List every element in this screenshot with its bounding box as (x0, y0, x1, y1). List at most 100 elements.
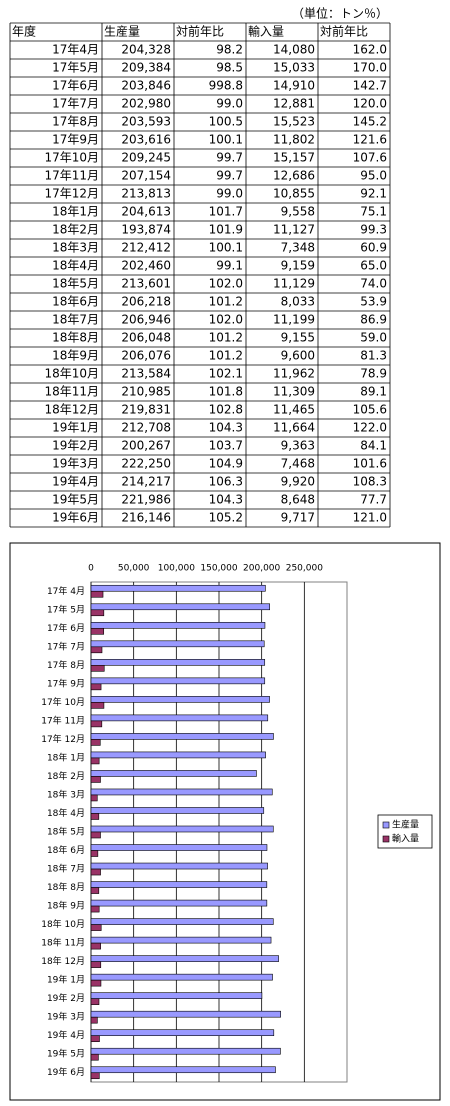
x-tick-label: 0 (88, 564, 94, 574)
bar (90, 899, 268, 907)
bar (90, 1016, 98, 1024)
header-cell: 対前年比 (176, 24, 224, 39)
bar (90, 1053, 99, 1061)
y-tick-label: 18年 1月 (47, 751, 85, 763)
table-cell: 9,159 (281, 259, 315, 273)
table-cell: 101.7 (209, 205, 243, 219)
table-cell: 998.8 (209, 79, 243, 93)
table-cell: 18年2月 (52, 223, 99, 237)
table-cell: 212,708 (121, 421, 171, 435)
table-cell: 18年12月 (44, 403, 99, 417)
table-cell: 19年4月 (52, 475, 99, 489)
header-cell: 生産量 (104, 24, 140, 39)
table-cell: 18年5月 (52, 277, 99, 291)
bar (90, 813, 100, 820)
y-tick-label: 18年 3月 (47, 788, 85, 800)
bar (90, 881, 268, 888)
table-cell: 206,218 (121, 295, 171, 309)
table-cell: 14,910 (273, 79, 315, 93)
table-cell: 9,717 (281, 511, 315, 525)
table-cell: 77.7 (360, 493, 387, 507)
bar (90, 807, 265, 814)
table-cell: 203,616 (121, 133, 171, 147)
table-cell: 59.0 (360, 331, 387, 345)
bar (90, 646, 103, 654)
y-tick-label: 17年 10月 (41, 696, 85, 708)
table-cell: 15,523 (273, 115, 315, 129)
bar (90, 1047, 281, 1055)
bar (90, 936, 272, 944)
y-tick-label: 18年 9月 (47, 900, 85, 912)
table-cell: 102.0 (209, 313, 243, 327)
table-cell: 100.1 (209, 241, 243, 255)
table-cell: 202,980 (121, 97, 171, 111)
y-tick-label: 19年 4月 (47, 1029, 85, 1041)
bar (90, 739, 101, 746)
table-cell: 17年7月 (52, 97, 99, 111)
table-cell: 222,250 (121, 457, 171, 471)
table-cell: 121.6 (353, 133, 387, 147)
table-cell: 11,465 (273, 403, 315, 417)
y-tick-label: 17年 5月 (47, 603, 85, 615)
bar (90, 640, 265, 648)
table-cell: 106.3 (209, 475, 243, 489)
chart-frame (9, 542, 441, 1101)
table-cell: 216,146 (121, 511, 171, 525)
y-tick-label: 17年 11月 (41, 714, 85, 726)
bar (90, 1066, 276, 1074)
y-tick-label: 17年 12月 (41, 733, 85, 745)
bar (90, 942, 101, 950)
bar (90, 720, 103, 728)
bar (90, 776, 101, 783)
y-tick-label: 18年 8月 (47, 881, 85, 893)
bar (90, 887, 100, 894)
table-cell: 219,831 (121, 403, 171, 417)
bar (90, 677, 266, 685)
table-cell: 8,033 (281, 295, 315, 309)
bar (90, 770, 257, 777)
y-tick-label: 18年 10月 (41, 918, 85, 930)
table-cell: 75.1 (360, 205, 387, 219)
y-tick-label: 19年 6月 (47, 1066, 85, 1078)
table-cell: 81.3 (360, 349, 387, 363)
table-cell: 105.2 (209, 511, 243, 525)
table-cell: 18年1月 (52, 205, 99, 219)
unit-note: （単位：トン％） (292, 6, 388, 21)
table-cell: 9,600 (281, 349, 315, 363)
table-cell: 193,874 (121, 223, 171, 237)
table-cell: 104.9 (209, 457, 243, 471)
table-cell: 18年6月 (52, 295, 99, 309)
y-tick-label: 18年 12月 (41, 955, 85, 967)
table-cell: 9,363 (281, 439, 315, 453)
bar (90, 831, 101, 839)
table-cell: 17年4月 (52, 43, 99, 57)
table-cell: 12,881 (273, 97, 315, 111)
bar (90, 850, 99, 857)
bar (90, 992, 263, 999)
table-cell: 210,985 (121, 385, 171, 399)
table-cell: 11,129 (273, 277, 315, 291)
table-cell: 19年6月 (52, 511, 99, 525)
table-cell: 99.0 (216, 187, 243, 201)
table-cell: 89.1 (360, 385, 387, 399)
table-cell: 74.0 (360, 277, 387, 291)
table-cell: 108.3 (353, 475, 387, 489)
table-cell: 92.1 (360, 187, 387, 201)
bar (90, 665, 105, 672)
table-cell: 214,217 (121, 475, 171, 489)
table-cell: 18年11月 (44, 385, 99, 399)
x-tick-label: 100,000 (158, 564, 195, 574)
table-cell: 98.2 (216, 43, 243, 57)
table-cell: 209,384 (121, 61, 171, 75)
y-tick-label: 19年 3月 (47, 1011, 85, 1023)
table-cell: 204,328 (121, 43, 171, 57)
table-cell: 11,309 (273, 385, 315, 399)
y-tick-label: 17年 7月 (47, 640, 85, 652)
table-cell: 102.8 (209, 403, 243, 417)
bar (90, 998, 100, 1005)
bar (90, 659, 266, 666)
bar (90, 955, 279, 962)
legend-swatch (382, 835, 390, 843)
table-cell: 11,127 (273, 223, 315, 237)
